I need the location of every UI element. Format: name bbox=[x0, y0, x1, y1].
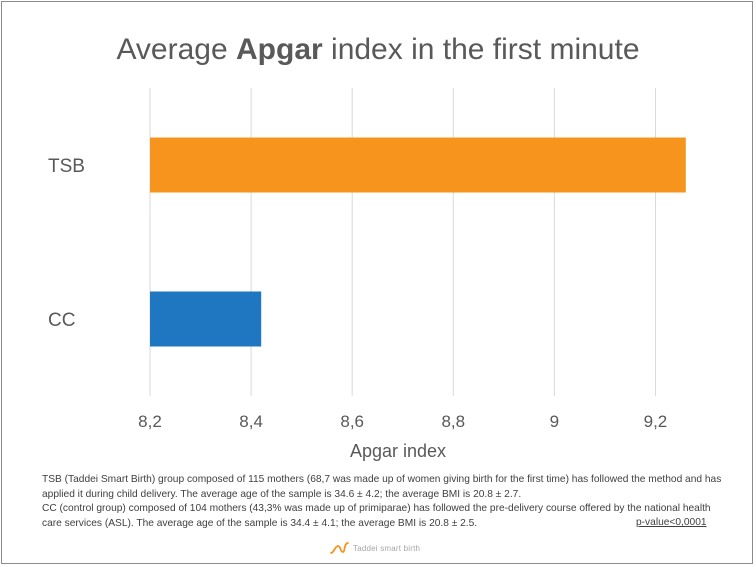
category-label: TSB bbox=[48, 156, 85, 177]
x-tick-label: 9,2 bbox=[644, 412, 668, 431]
x-tick-label: 8,8 bbox=[441, 412, 465, 431]
chart-title: Average Apgar index in the first minute bbox=[0, 33, 756, 67]
bar-cc bbox=[150, 291, 262, 347]
taddei-logo: Taddei smart birth bbox=[330, 538, 420, 558]
footnote: TSB (Taddei Smart Birth) group composed … bbox=[42, 473, 732, 531]
x-tick-label: 9 bbox=[550, 412, 559, 431]
x-tick-label: 8,4 bbox=[239, 412, 263, 431]
logo-text: Taddei smart birth bbox=[353, 543, 421, 553]
category-label: CC bbox=[48, 310, 75, 331]
p-value: p-value<0,0001 bbox=[636, 517, 707, 528]
x-tick-label: 8,6 bbox=[340, 412, 364, 431]
x-axis-label: Apgar index bbox=[350, 441, 446, 461]
footnote-tsb: TSB (Taddei Smart Birth) group composed … bbox=[42, 474, 722, 500]
title-part-2: Apgar bbox=[236, 33, 323, 66]
title-part-1: Average bbox=[116, 33, 236, 66]
bar-tsb bbox=[150, 137, 686, 193]
bar-chart: 8,2 8,4 8,6 8,8 9 9,2 TSB CC Apgar index bbox=[48, 88, 686, 461]
logo-wave-icon bbox=[330, 542, 349, 554]
title-part-3: index in the first minute bbox=[322, 33, 640, 66]
footnote-cc: CC (control group) composed of 104 mothe… bbox=[42, 503, 711, 529]
x-tick-label: 8,2 bbox=[138, 412, 162, 431]
